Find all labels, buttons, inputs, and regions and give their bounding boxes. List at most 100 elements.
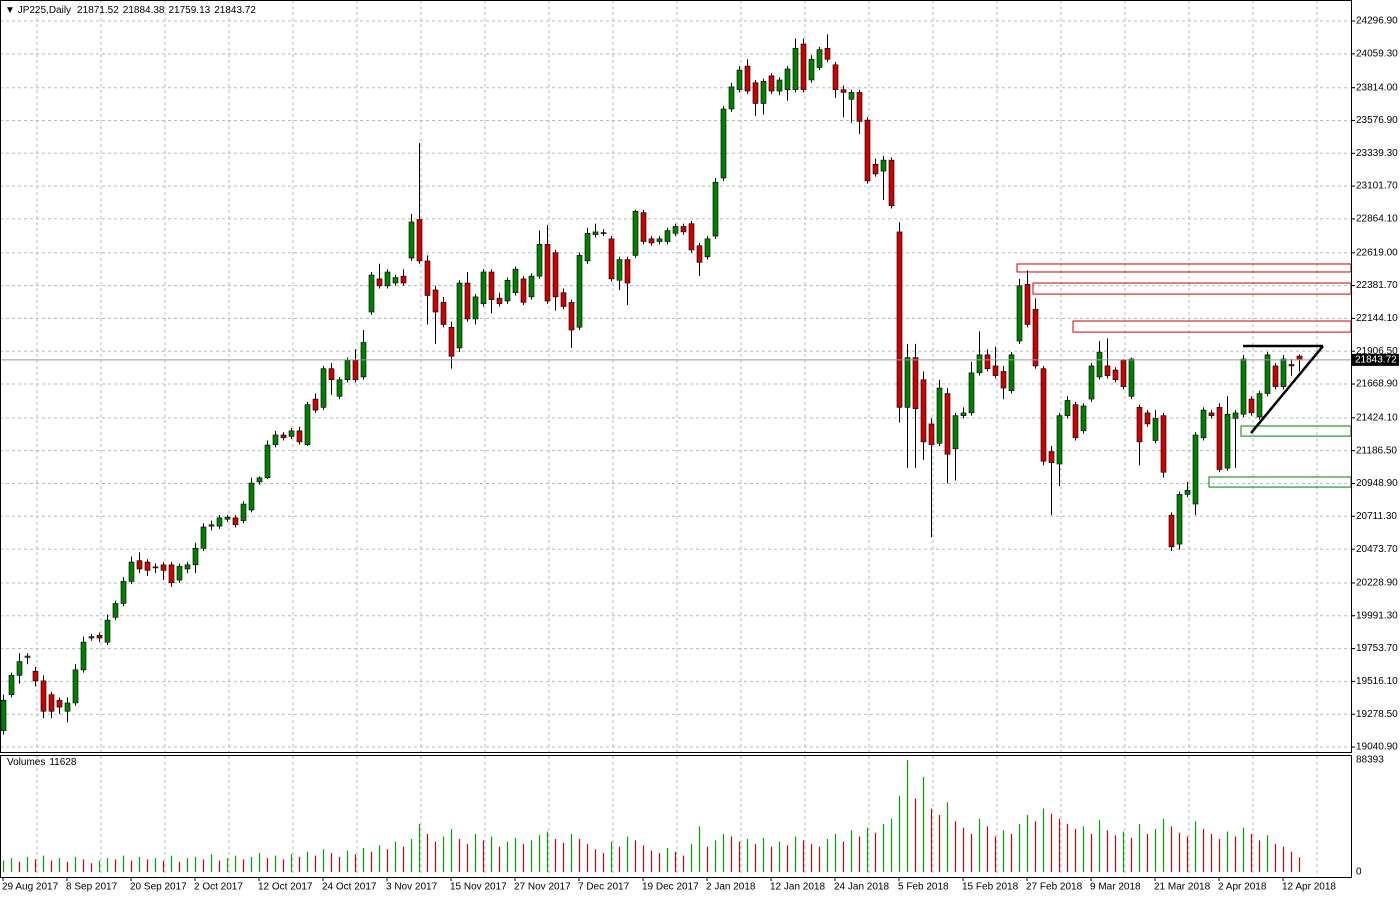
candle-body [408, 221, 415, 259]
candle-body [400, 275, 407, 284]
candle-body [80, 641, 87, 671]
candle-body [920, 379, 927, 443]
candle-body [1184, 489, 1191, 495]
candle-body [776, 79, 783, 92]
x-tick-label: 7 Dec 2017 [578, 882, 630, 893]
candle-body [64, 702, 71, 712]
candle-body [272, 434, 279, 445]
candle-body [184, 564, 191, 570]
volume-tick-label: 0 [1356, 867, 1362, 878]
volume-header: Volumes 11628 [7, 757, 77, 768]
candle-body [1040, 368, 1047, 462]
y-tick-label: 20711.30 [1356, 511, 1397, 522]
candle-body [1064, 400, 1071, 416]
candle-body [544, 244, 551, 302]
candle-body [456, 282, 463, 349]
y-tick-label: 24059.30 [1356, 48, 1398, 59]
candle-body [848, 92, 855, 100]
candle-body [144, 561, 151, 571]
candle-body [576, 255, 583, 328]
candle-body [1160, 415, 1167, 473]
candle-body [1104, 365, 1111, 376]
candle-body [208, 524, 215, 527]
candle-body [712, 181, 719, 237]
candle-body [984, 354, 991, 369]
candle-body [168, 564, 175, 584]
candle-body [88, 636, 95, 639]
candle-body [1008, 354, 1015, 392]
candle-body [1216, 407, 1223, 470]
candle-body [1288, 364, 1295, 367]
candle-body [72, 669, 79, 704]
x-tick-label: 27 Nov 2017 [514, 882, 571, 893]
candle-body [1032, 308, 1039, 367]
candle-body [856, 92, 863, 122]
chart-header: ▼ JP225,Daily 21871.52 21884.38 21759.13 218… [5, 5, 256, 16]
candle-body [312, 398, 319, 411]
candle-body [344, 360, 351, 381]
candle-body [864, 119, 871, 182]
trend-line [1250, 345, 1324, 434]
candle-body [152, 566, 159, 569]
current-price-label: 21843.72 [1355, 355, 1397, 366]
candle-body [368, 274, 375, 313]
candle-body [1072, 404, 1079, 439]
candle-body [872, 163, 879, 175]
candle-body [248, 482, 255, 511]
candle-body [568, 302, 575, 331]
candle-body [464, 282, 471, 320]
candle-body [1232, 412, 1239, 419]
candle-body [704, 238, 711, 258]
candle-body [744, 65, 751, 92]
x-tick-label: 21 Mar 2018 [1154, 882, 1211, 893]
candle-body [520, 278, 527, 303]
candle-body [160, 564, 167, 571]
x-tick-label: 15 Nov 2017 [450, 882, 507, 893]
x-tick-label: 24 Jan 2018 [834, 882, 889, 893]
candle-body [1128, 358, 1135, 397]
candle-body [1136, 407, 1143, 443]
grid [0, 0, 1351, 877]
candle-body [1296, 355, 1303, 361]
candle-body [1088, 365, 1095, 400]
x-tick-label: 2 Jan 2018 [706, 882, 756, 893]
candle-body [600, 232, 607, 234]
candle-body [1120, 360, 1127, 387]
candle-body [1152, 418, 1159, 441]
candle-body [288, 430, 295, 437]
y-tick-label: 19040.90 [1356, 742, 1398, 753]
candle-body [968, 372, 975, 414]
candle-body [1256, 393, 1263, 418]
candle-body [1248, 398, 1255, 414]
candle-body [528, 275, 535, 298]
marker: ▼ [5, 5, 18, 16]
candle-body [96, 634, 103, 639]
x-tick-label: 2 Oct 2017 [194, 882, 243, 893]
y-tick-label: 22619.00 [1356, 247, 1398, 258]
candle-body [584, 233, 591, 262]
candle-body [1224, 413, 1231, 469]
candle-body [736, 69, 743, 90]
ohlc: 21759.13 [168, 5, 210, 16]
candle-body [976, 354, 983, 374]
candle-body [1176, 494, 1183, 545]
candle-body [424, 260, 431, 296]
y-tick-label: 23814.00 [1356, 82, 1398, 93]
candle-body [792, 47, 799, 90]
candle-body [608, 238, 615, 280]
ohlc: 21884.38 [123, 5, 165, 16]
x-tick-label: 24 Oct 2017 [322, 882, 377, 893]
candle-body [512, 268, 519, 294]
candle-body [280, 434, 287, 439]
x-tick-label: 3 Nov 2017 [386, 882, 438, 893]
candle-body [552, 252, 559, 298]
candle-body [800, 43, 807, 90]
y-tick-label: 20228.90 [1356, 578, 1398, 589]
candle-body [592, 231, 599, 235]
candle-body [696, 245, 703, 263]
candle-body [336, 379, 343, 397]
candle-body [840, 89, 847, 93]
candle-body [536, 244, 543, 277]
y-tick-label: 23339.30 [1356, 148, 1398, 159]
